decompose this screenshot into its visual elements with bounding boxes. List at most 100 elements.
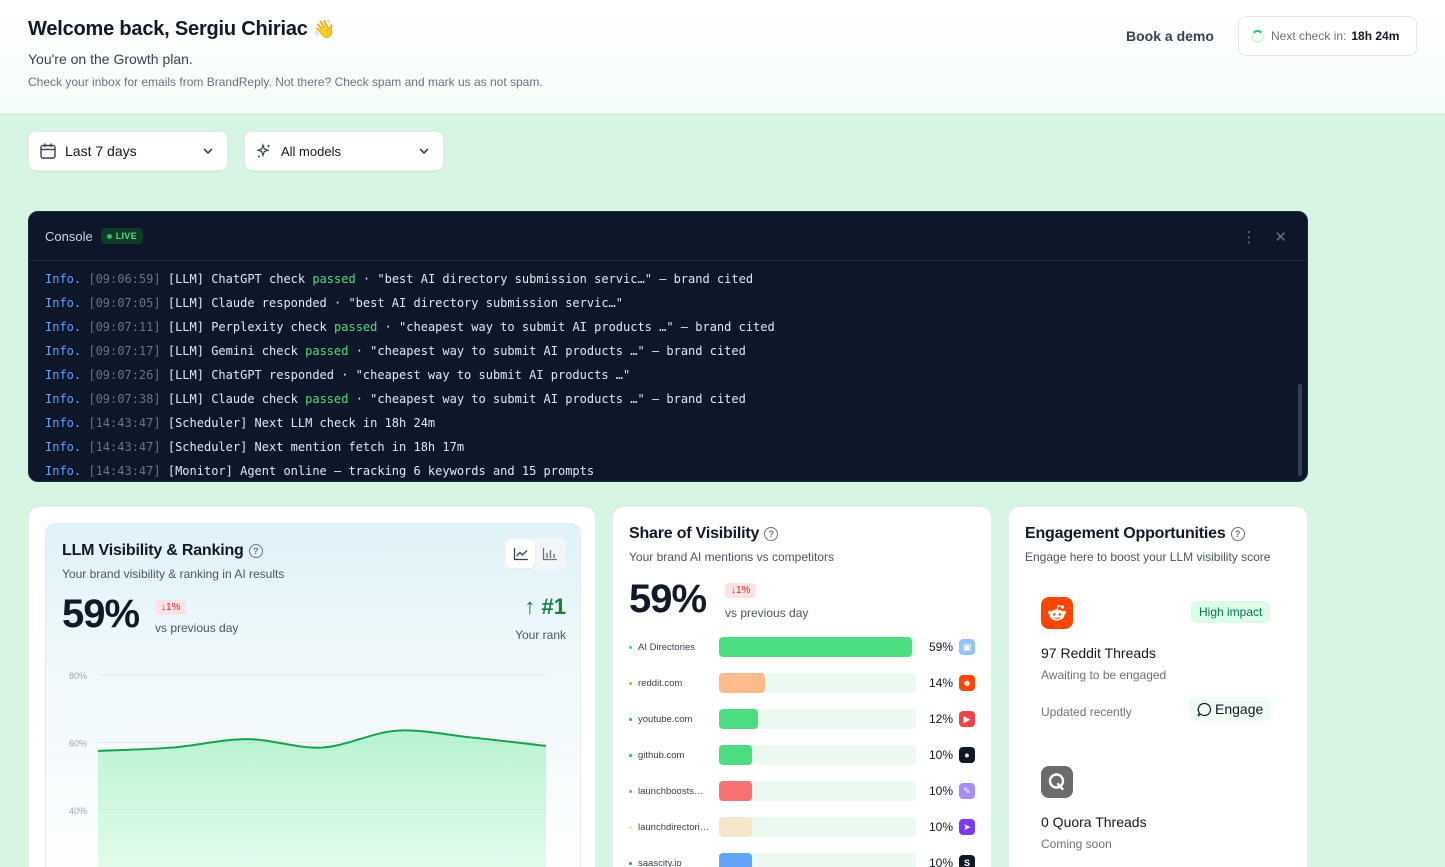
directory-icon: ▣ [959,639,975,655]
quora-threads-status: Coming soon [1041,837,1112,851]
share-dot-icon [629,825,632,829]
share-bar [719,817,752,837]
share-row[interactable]: github.com 10% ● [629,745,981,765]
models-select[interactable]: All models [244,131,444,171]
log-timestamp: [09:06:59] [88,272,161,286]
spinner-icon [1251,29,1264,43]
live-badge-text: LIVE [115,231,137,241]
log-level: Info. [45,272,82,286]
visibility-value: 59% [62,592,140,636]
share-bar [719,853,752,867]
engagement-title: Engagement Opportunities ? [1025,525,1245,543]
next-check-value: 18h 24m [1351,29,1400,43]
wave-icon: 👋 [313,19,336,40]
share-row[interactable]: saascity.io 10% S [629,853,981,867]
reddit-threads-status: Awaiting to be engaged [1041,668,1167,682]
log-timestamp: [09:07:17] [88,344,161,358]
share-source-name: saascity.io [638,857,682,867]
launchboosts-icon: ✎ [959,783,975,799]
share-vs-label: vs previous day [725,606,809,620]
engage-button-label: Engage [1215,701,1264,717]
console-scroll-thumb[interactable] [1298,384,1302,476]
console-line: Info. [09:07:26] [LLM] ChatGPT responded… [45,363,1291,387]
share-row[interactable]: launchboosts… 10% ✎ [629,781,981,801]
share-percent: 10% [929,784,954,798]
quora-threads-title: 0 Quora Threads [1041,814,1147,830]
console-line: Info. [14:43:47] [Monitor] Agent online … [45,459,1291,481]
date-range-select[interactable]: Last 7 days [28,131,228,171]
welcome-heading: Welcome back, Sergiu Chiriac 👋 [28,18,335,41]
share-delta: ↓1% [725,583,757,598]
console-line: Info. [09:07:38] [LLM] Claude check pass… [45,387,1291,411]
share-bar [719,637,913,657]
log-status: passed [334,320,378,334]
more-vertical-icon[interactable]: ⋮ [1241,229,1257,246]
next-check-indicator: Next check in: 18h 24m [1238,16,1417,56]
console-line: Info. [09:07:11] [LLM] Perplexity check … [45,315,1291,339]
log-timestamp: [14:43:47] [88,416,161,430]
share-source-name: launchboosts… [638,785,704,797]
share-source-name: github.com [638,749,685,761]
console-line: Info. [14:43:47] [Scheduler] Next LLM ch… [45,411,1291,435]
share-percent: 59% [929,640,954,654]
share-dot-icon [629,681,632,685]
log-level: Info. [45,320,82,334]
share-bar [719,709,759,729]
share-bar-track [719,637,916,657]
visibility-panel: LLM Visibility & Ranking ? Your brand vi… [45,523,581,867]
share-row[interactable]: AI Directories 59% ▣ [629,637,981,657]
share-bar-track [719,745,916,765]
log-message: [Scheduler] Next LLM check in 18h 24m [167,416,436,430]
bar-chart-icon [542,548,557,561]
date-range-value: Last 7 days [65,143,137,159]
plan-text: You're on the Growth plan. [28,51,193,67]
share-row[interactable]: launchdirectori… 10% ➤ [629,817,981,837]
log-message: [Monitor] Agent online — tracking 6 keyw… [167,464,595,478]
share-source-name: reddit.com [638,677,683,689]
log-level: Info. [45,392,82,406]
share-bar-track [719,709,916,729]
engagement-subtitle: Engage here to boost your LLM visibility… [1025,550,1271,564]
live-badge: LIVE [100,228,143,244]
share-percent: 10% [929,856,954,867]
share-percent: 10% [929,820,954,834]
book-demo-link[interactable]: Book a demo [1126,28,1214,44]
rank-label: Your rank [515,628,566,642]
share-subtitle: Your brand AI mentions vs competitors [629,550,834,564]
console-line: Info. [14:43:47] [Scheduler] Next mentio… [45,435,1291,459]
y-tick-label: 40% [69,806,87,816]
share-row[interactable]: youtube.com 12% ▶ [629,709,981,729]
engagement-card: Engagement Opportunities ? Engage here t… [1008,506,1308,867]
log-timestamp: [14:43:47] [88,440,161,454]
calendar-icon [40,143,56,159]
chat-bubble-icon [1197,702,1212,717]
log-timestamp: [09:07:38] [88,392,161,406]
share-dot-icon [629,861,632,865]
share-dot-icon [629,717,632,721]
bar-chart-toggle[interactable] [535,540,564,568]
engage-button[interactable]: Engage [1189,697,1272,721]
share-bar [719,745,752,765]
share-row[interactable]: reddit.com 14% ☻ [629,673,981,693]
share-bar [719,673,765,693]
log-level: Info. [45,416,82,430]
youtube-icon: ▶ [959,711,975,727]
share-percent: 10% [929,748,954,762]
top-header: Welcome back, Sergiu Chiriac 👋 You're on… [0,0,1445,114]
chevron-down-icon [203,148,213,155]
help-icon[interactable]: ? [764,527,779,541]
console-header: Console LIVE ⋮ ✕ [29,212,1307,261]
share-dot-icon [629,753,632,757]
sparkles-icon [256,143,271,158]
share-bar-track [719,817,916,837]
console-panel: Console LIVE ⋮ ✕ Info. [09:06:59] [LLM] … [28,211,1308,482]
console-line: Info. [09:07:05] [LLM] Claude responded … [45,291,1291,315]
log-timestamp: [14:43:47] [88,464,161,478]
help-icon[interactable]: ? [1230,527,1245,541]
line-chart-toggle[interactable] [506,540,535,568]
close-icon[interactable]: ✕ [1274,229,1287,246]
y-tick-label: 60% [69,739,87,749]
visibility-delta: ↓1% [155,600,187,615]
help-icon[interactable]: ? [248,544,263,558]
chevron-down-icon [419,148,429,155]
